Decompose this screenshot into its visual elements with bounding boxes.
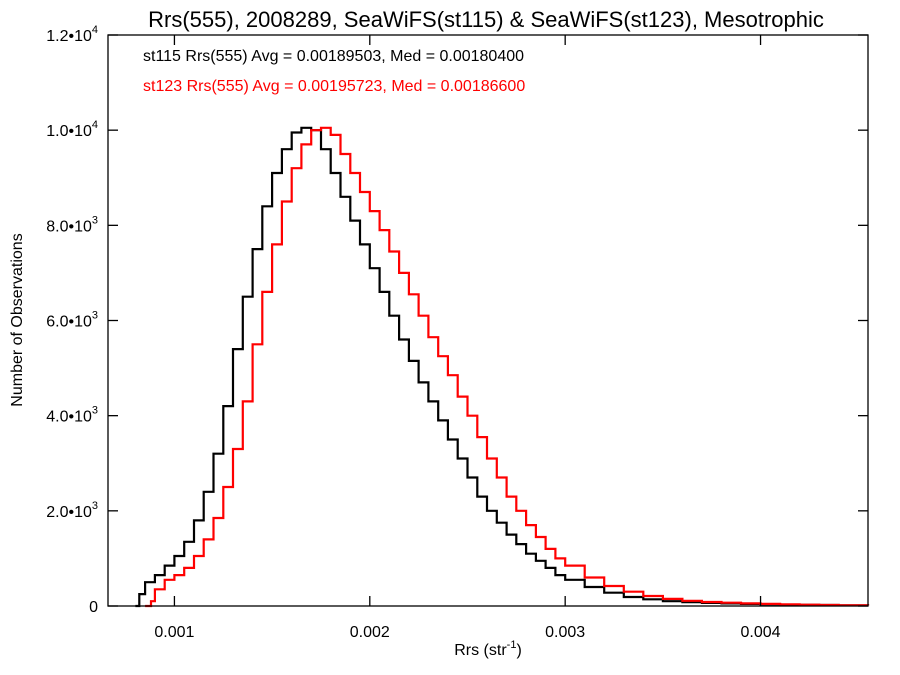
x-tick-label: 0.003 bbox=[545, 624, 585, 641]
series-annotation-st115: st115 Rrs(555) Avg = 0.00189503, Med = 0… bbox=[143, 48, 524, 65]
x-tick-label: 0.001 bbox=[154, 624, 194, 641]
y-tick-label: 2.0•103 bbox=[46, 500, 98, 521]
plot-frame bbox=[107, 34, 869, 607]
chart-title: Rrs(555), 2008289, SeaWiFS(st115) & SeaW… bbox=[148, 7, 824, 32]
x-axis-label: Rrs (str-1) bbox=[454, 639, 522, 659]
series-annotation-st123: st123 Rrs(555) Avg = 0.00195723, Med = 0… bbox=[143, 78, 525, 95]
x-axis-label-close: ) bbox=[516, 642, 521, 659]
x-tick-label: 0.002 bbox=[350, 624, 390, 641]
y-tick-label: 1.0•104 bbox=[46, 119, 98, 140]
plot-area: 0.001 0.002 0.003 0.004 0 2.0•103 4.0•103 6.0•1… bbox=[46, 24, 870, 641]
series-line-st123 bbox=[145, 126, 870, 608]
series-layer bbox=[135, 126, 870, 608]
x-axis-label-base: Rrs (str bbox=[454, 642, 507, 659]
axis-ticks: 0.001 0.002 0.003 0.004 0 2.0•103 4.0•103 6.0•1… bbox=[46, 24, 868, 641]
y-tick-label: 6.0•103 bbox=[46, 310, 98, 331]
y-tick-label: 8.0•103 bbox=[46, 214, 98, 235]
x-axis-label-superscript: -1 bbox=[507, 639, 517, 651]
y-tick-label: 4.0•103 bbox=[46, 405, 98, 426]
x-tick-label: 0.004 bbox=[741, 624, 781, 641]
y-tick-label: 0 bbox=[89, 599, 98, 616]
series-line-st115 bbox=[135, 126, 870, 608]
y-tick-label: 1.2•104 bbox=[46, 24, 98, 45]
y-axis-label: Number of Observations bbox=[9, 233, 26, 406]
